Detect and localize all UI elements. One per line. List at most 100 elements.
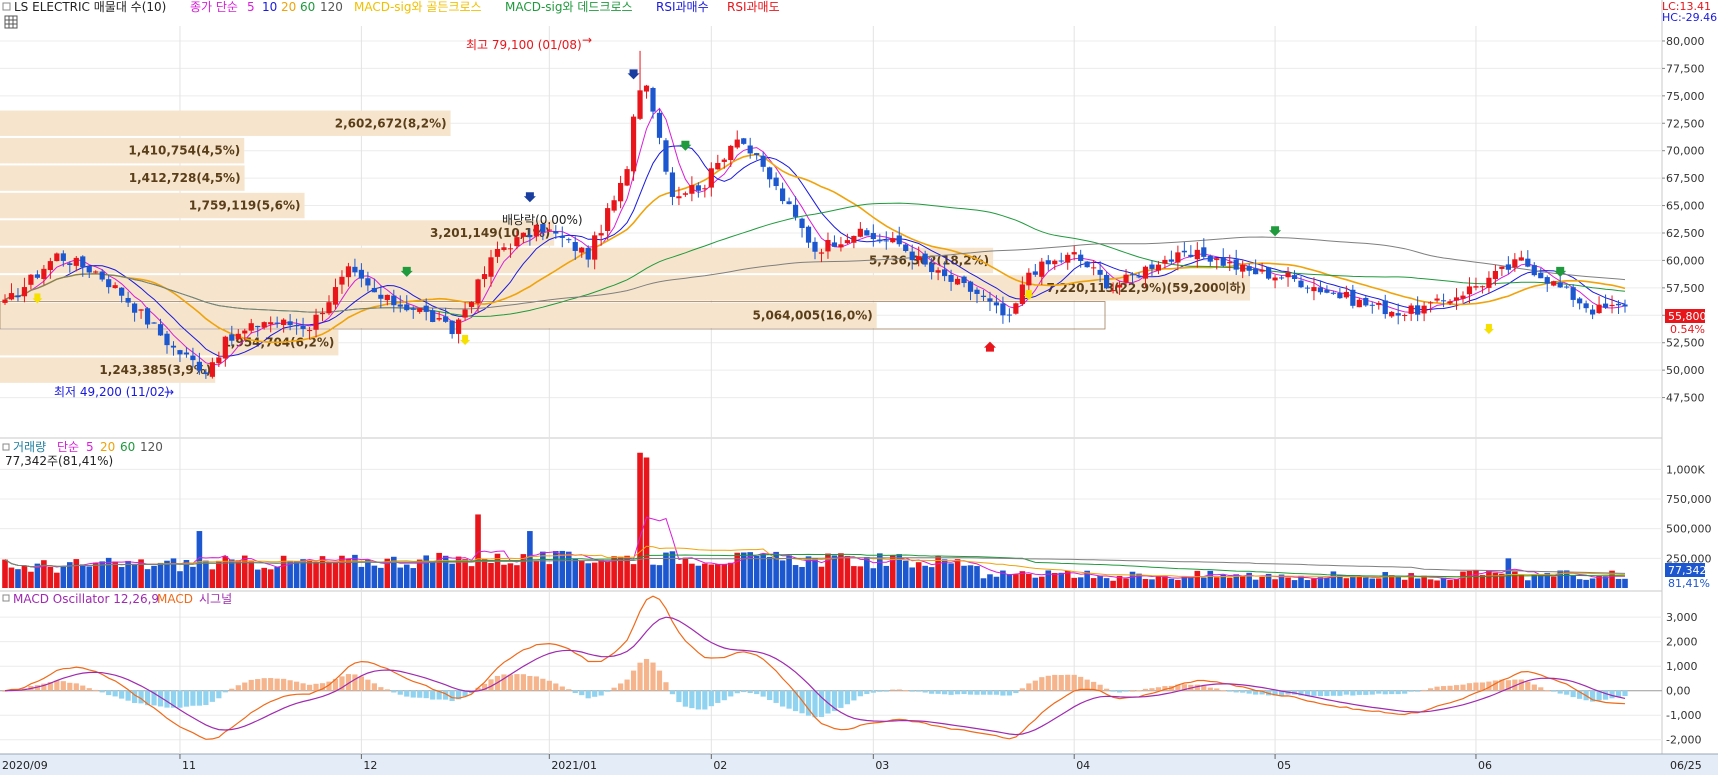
- candle-body[interactable]: [1039, 261, 1045, 277]
- volume-bar[interactable]: [1000, 570, 1006, 588]
- volume-bar[interactable]: [326, 561, 332, 588]
- volume-bar[interactable]: [1401, 579, 1408, 588]
- candle-body[interactable]: [326, 302, 332, 314]
- volume-bar[interactable]: [598, 559, 604, 588]
- volume-bars[interactable]: [2, 452, 1628, 588]
- volume-bar[interactable]: [157, 562, 164, 588]
- candle-body[interactable]: [397, 304, 403, 307]
- candle-body[interactable]: [851, 235, 857, 243]
- candle-body[interactable]: [1013, 303, 1019, 314]
- volume-bar[interactable]: [345, 558, 352, 588]
- candle-body[interactable]: [196, 361, 202, 371]
- volume-bar[interactable]: [423, 555, 429, 588]
- candle-body[interactable]: [468, 302, 475, 307]
- candle-body[interactable]: [494, 248, 501, 257]
- volume-bar[interactable]: [695, 565, 702, 588]
- candle-body[interactable]: [1285, 272, 1291, 278]
- volume-bar[interactable]: [1071, 577, 1077, 588]
- volume-bar[interactable]: [332, 561, 339, 588]
- candle-body[interactable]: [1538, 272, 1544, 279]
- volume-bar[interactable]: [1479, 574, 1486, 588]
- candle-body[interactable]: [1402, 315, 1408, 317]
- volume-bar[interactable]: [1181, 576, 1188, 588]
- volume-bar[interactable]: [611, 556, 617, 588]
- volume-bar[interactable]: [922, 565, 928, 588]
- volume-bar[interactable]: [177, 571, 183, 588]
- volume-bar[interactable]: [591, 562, 598, 588]
- candle-body[interactable]: [663, 140, 669, 172]
- candle-body[interactable]: [352, 266, 358, 273]
- volume-bar[interactable]: [786, 555, 792, 588]
- volume-bar[interactable]: [708, 564, 715, 588]
- volume-bar[interactable]: [429, 562, 436, 588]
- volume-bar[interactable]: [799, 566, 805, 588]
- volume-bar[interactable]: [1039, 576, 1045, 588]
- volume-bar[interactable]: [617, 556, 624, 588]
- volume-bar[interactable]: [812, 558, 818, 588]
- candle-body[interactable]: [319, 313, 326, 315]
- candle-body[interactable]: [132, 303, 138, 313]
- volume-bar[interactable]: [293, 561, 300, 588]
- volume-bar[interactable]: [572, 558, 579, 588]
- candle-body[interactable]: [1240, 264, 1246, 272]
- volume-bar[interactable]: [1259, 576, 1265, 588]
- volume-bar[interactable]: [1097, 575, 1103, 588]
- candle-body[interactable]: [119, 287, 125, 296]
- volume-bar[interactable]: [112, 561, 118, 588]
- volume-bar[interactable]: [1311, 578, 1317, 588]
- volume-bar[interactable]: [838, 553, 844, 588]
- volume-bar[interactable]: [475, 514, 481, 588]
- candle-body[interactable]: [922, 253, 928, 265]
- candle-body[interactable]: [520, 232, 526, 237]
- volume-bar[interactable]: [507, 563, 514, 588]
- volume-bar[interactable]: [948, 563, 954, 588]
- volume-bar[interactable]: [481, 559, 488, 588]
- candle-body[interactable]: [559, 235, 565, 238]
- candle-body[interactable]: [805, 226, 812, 243]
- candle-body[interactable]: [235, 333, 241, 340]
- candle-body[interactable]: [1337, 292, 1343, 299]
- candle-body[interactable]: [281, 319, 287, 325]
- candle-body[interactable]: [1466, 286, 1473, 295]
- volume-bar[interactable]: [54, 572, 60, 588]
- volume-bar[interactable]: [1570, 575, 1576, 588]
- volume-bar[interactable]: [21, 565, 28, 588]
- volume-bar[interactable]: [870, 568, 877, 588]
- volume-bar[interactable]: [47, 566, 54, 588]
- volume-bar[interactable]: [105, 557, 112, 588]
- candle-body[interactable]: [1622, 304, 1628, 307]
- candle-body[interactable]: [993, 302, 1000, 306]
- volume-bar[interactable]: [727, 562, 734, 588]
- volume-bar[interactable]: [248, 561, 255, 588]
- candle-body[interactable]: [190, 355, 196, 361]
- candle-body[interactable]: [1363, 297, 1369, 306]
- candle-body[interactable]: [715, 162, 721, 170]
- volume-bar[interactable]: [773, 551, 779, 588]
- volume-bar[interactable]: [1557, 570, 1563, 588]
- volume-bar[interactable]: [1460, 571, 1466, 588]
- candle-body[interactable]: [760, 155, 766, 167]
- candle-body[interactable]: [1175, 252, 1181, 263]
- volume-bar[interactable]: [1149, 579, 1155, 588]
- volume-bar[interactable]: [1356, 576, 1363, 588]
- candle-body[interactable]: [773, 177, 779, 187]
- candle-body[interactable]: [825, 239, 831, 252]
- candle-body[interactable]: [1369, 304, 1375, 306]
- candle-body[interactable]: [877, 239, 883, 242]
- volume-bar[interactable]: [216, 560, 222, 588]
- volume-bar[interactable]: [520, 554, 527, 588]
- volume-bar[interactable]: [391, 556, 397, 588]
- volume-bar[interactable]: [1486, 570, 1492, 588]
- candle-body[interactable]: [948, 274, 954, 282]
- candle-body[interactable]: [170, 345, 177, 348]
- volume-bar[interactable]: [287, 560, 293, 588]
- volume-bar[interactable]: [766, 556, 773, 588]
- candle-body[interactable]: [112, 285, 118, 289]
- volume-bar[interactable]: [585, 563, 591, 588]
- candle-body[interactable]: [1291, 275, 1298, 280]
- candle-body[interactable]: [1278, 277, 1285, 279]
- volume-bar[interactable]: [889, 555, 896, 588]
- volume-bar[interactable]: [533, 561, 540, 588]
- candle-body[interactable]: [669, 172, 676, 197]
